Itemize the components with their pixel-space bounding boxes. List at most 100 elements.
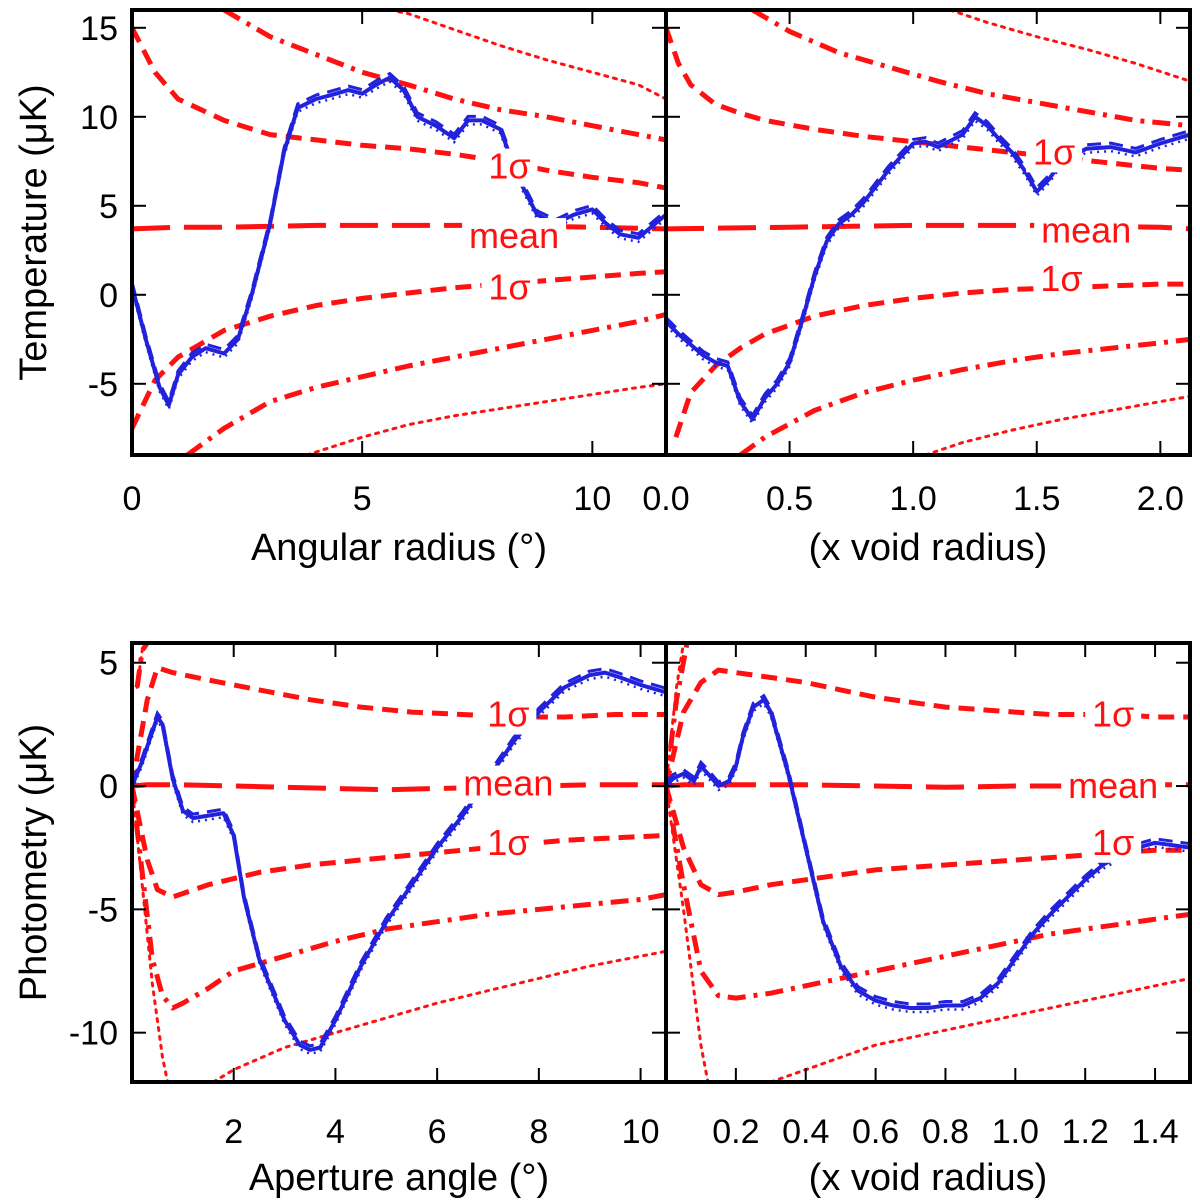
chart-0-panel-1-xtick-label: 1.5	[1013, 480, 1060, 518]
series-data-variant-dashed	[132, 71, 666, 406]
series-data-variant-dotted	[132, 80, 666, 413]
chart-0-ytick-label: 15	[80, 10, 118, 48]
series-data	[666, 697, 1190, 1010]
chart-0-panel-0: 1σ mean 1σ 0 5 10 Angular radius (°)	[123, 8, 668, 569]
series-3-sigma-upper	[135, 643, 149, 689]
series-data-variant-dotted	[132, 675, 666, 1056]
chart-1-panel-1-xtick-label: 0.6	[852, 1113, 899, 1151]
annotation-mean: mean	[463, 763, 553, 804]
chart-1-panel-0-xtick-label: 6	[428, 1113, 447, 1151]
series-3-sigma-lower	[666, 784, 710, 1082]
chart-1-panel-0: 1σ mean 1σ 2 4 6 8 10 Aperture angle (°)	[130, 641, 668, 1199]
chart-1-panel-1: 1σ mean 1σ 0.2 0.4 0.6 0.8 1.0 1.2 1.4 (x void rad…	[664, 641, 1192, 1199]
chart-0-panel-0-xtick-label: 0	[123, 480, 142, 518]
series-data-variant-dashed	[132, 667, 666, 1048]
chart-1-panel-0-xtick-label: 8	[529, 1113, 548, 1151]
chart-0-panel-1-xtick-label: 0.0	[642, 480, 689, 518]
annotation-mean: mean	[1041, 210, 1131, 251]
annotation-mean: mean	[1068, 765, 1158, 806]
annotation-halo	[481, 269, 538, 308]
series-2-sigma-upper	[751, 10, 1190, 129]
series-3-sigma-lower-outer	[211, 949, 666, 1082]
annotation-halo	[1085, 696, 1142, 735]
chart-0-ytick-label: -5	[88, 366, 118, 404]
chart-1-ytick-label: -10	[69, 1015, 118, 1053]
chart-1-ytick-label: 5	[99, 645, 118, 683]
annotation-halo	[1034, 212, 1139, 251]
series-data	[132, 670, 666, 1052]
chart-0-ylabel: Temperature (μK)	[13, 84, 55, 380]
chart-1-panel-1-frame	[664, 641, 1192, 1084]
annotation-halo	[1026, 134, 1083, 173]
annotation-halo	[456, 765, 561, 804]
chart-0-panel-1-xtick-label: 2.0	[1137, 480, 1184, 518]
annotation-halo	[480, 696, 537, 735]
annotation-halo	[1033, 260, 1090, 299]
series-3-sigma-lower	[132, 784, 170, 1082]
series-3-sigma-upper	[948, 10, 1190, 83]
series-mean	[132, 782, 666, 793]
chart-0-panel-1: 1σ mean 1σ 0.0 0.5 1.0 1.5 2.0 (x void radius)	[642, 8, 1192, 569]
series-mean	[666, 782, 1190, 790]
annotation-mean: mean	[469, 215, 559, 256]
series-data-variant-dashed	[666, 110, 1190, 419]
chart-1-panel-0-xlabel: Aperture angle (°)	[249, 1157, 549, 1199]
annotation-1-sigma: 1σ	[1092, 694, 1134, 735]
series-mean	[666, 222, 1190, 232]
series-3-sigma-upper	[388, 10, 666, 101]
chart-1-panel-0-frame	[130, 641, 668, 1084]
series-3-sigma-upper	[666, 643, 685, 788]
chart-0-panel-0-xtick-label: 5	[353, 480, 372, 518]
series-1-sigma-lower	[132, 785, 666, 900]
series-1-sigma-lower	[132, 269, 666, 430]
annotation-1-sigma: 1σ	[1040, 258, 1082, 299]
chart-0-ytick-label: 10	[80, 99, 118, 137]
chart-1-panel-0-xtick-label: 2	[224, 1113, 243, 1151]
series-2-sigma-lower	[132, 785, 666, 1011]
chart-0-panel-1-xtick-label: 1.0	[890, 480, 937, 518]
series-2-sigma-lower	[666, 785, 1190, 1001]
chart-1-ylabel: Photometry (μK)	[13, 724, 55, 1001]
annotation-halo	[462, 218, 567, 257]
series-3-sigma-lower-outer	[769, 976, 1190, 1082]
chart-1-panel-0-plot-area	[132, 643, 666, 1082]
annotation-halo	[481, 148, 538, 187]
annotation-1-sigma: 1σ	[488, 146, 530, 187]
chart-0-ytick-label: 0	[99, 277, 118, 315]
chart-0-panel-1-xlabel: (x void radius)	[809, 527, 1048, 569]
chart-1-panel-1-xlabel: (x void radius)	[809, 1157, 1048, 1199]
chart-0-panel-0-frame	[130, 8, 668, 457]
chart-1-panel-0-xtick-label: 10	[622, 1113, 660, 1151]
series-data	[666, 114, 1190, 422]
annotation-1-sigma: 1σ	[487, 822, 529, 863]
chart-1-ytick-label: 0	[99, 768, 118, 806]
annotation-1-sigma: 1σ	[1092, 822, 1134, 863]
chart-0-panel-0-xtick-label: 10	[573, 480, 611, 518]
annotation-halo	[1061, 768, 1166, 807]
series-2-sigma-lower	[185, 311, 666, 455]
chart-0-panel-1-xtick-label: 0.5	[766, 480, 813, 518]
series-1-sigma-upper	[666, 26, 1190, 173]
chart-1-ytick-label: -5	[88, 891, 118, 929]
annotation-1-sigma: 1σ	[488, 267, 530, 308]
chart-0-panel-1-frame	[664, 8, 1192, 457]
annotation-halo	[1085, 824, 1142, 863]
series-data-variant-dotted	[666, 701, 1190, 1014]
chart-0-panel-0-plot-area	[132, 10, 666, 455]
series-3-sigma-lower	[924, 394, 1190, 455]
series-1-sigma-upper	[132, 26, 666, 191]
chart-1-panel-1-xtick-label: 0.4	[782, 1113, 829, 1151]
chart-0-ytick-label: 5	[99, 188, 118, 226]
chart-1-panel-0-xtick-label: 4	[326, 1113, 345, 1151]
annotation-1-sigma: 1σ	[1033, 131, 1075, 172]
series-mean	[132, 222, 666, 232]
annotation-halo	[480, 824, 537, 863]
chart-1-panel-1-xtick-label: 1.2	[1062, 1113, 1109, 1151]
series-data-variant-dashed	[666, 693, 1190, 1006]
annotation-1-sigma: 1σ	[487, 694, 529, 735]
chart-0-panel-0-xlabel: Angular radius (°)	[251, 527, 547, 569]
series-2-sigma-lower	[738, 336, 1190, 455]
chart-1-panel-1-xtick-label: 1.4	[1131, 1113, 1178, 1151]
series-1-sigma-upper	[132, 665, 666, 787]
